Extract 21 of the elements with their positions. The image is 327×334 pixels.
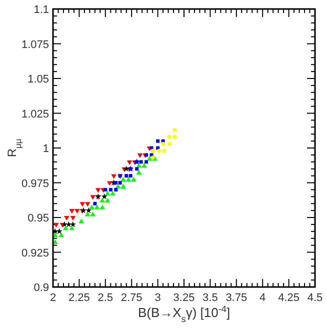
x-tick-label: 4.5 bbox=[307, 292, 323, 304]
x-tick-label: 2.5 bbox=[98, 292, 114, 304]
y-tick-label: 1.075 bbox=[21, 38, 49, 51]
x-tick-label: 2.75 bbox=[120, 292, 142, 304]
y-tick-label: 0.9 bbox=[34, 282, 49, 294]
x-tick-label: 3 bbox=[154, 292, 161, 304]
x-tick-label: 3.5 bbox=[202, 292, 218, 304]
x-tick-label: 2.25 bbox=[68, 292, 90, 304]
y-tick-label: 0.975 bbox=[21, 178, 49, 190]
y-tick-label: 0.95 bbox=[28, 212, 49, 224]
y-tick-label: 0.925 bbox=[21, 247, 49, 260]
x-axis-title: B(B→X$_{s}$γ) [10$^{-4}$] bbox=[138, 304, 230, 324]
y-tick-label: 1.025 bbox=[21, 108, 49, 120]
x-tick-label: 4 bbox=[260, 292, 266, 304]
x-tick-label: 4.25 bbox=[278, 292, 300, 304]
y-tick-label: 1 bbox=[42, 143, 49, 155]
y-tick-label: 1.05 bbox=[28, 74, 49, 86]
x-tick-label: 3.75 bbox=[226, 292, 248, 304]
y-tick-label: 1.1 bbox=[34, 4, 49, 16]
x-tick-label: 3.25 bbox=[173, 292, 195, 304]
x-tick-label: 2 bbox=[50, 292, 56, 304]
